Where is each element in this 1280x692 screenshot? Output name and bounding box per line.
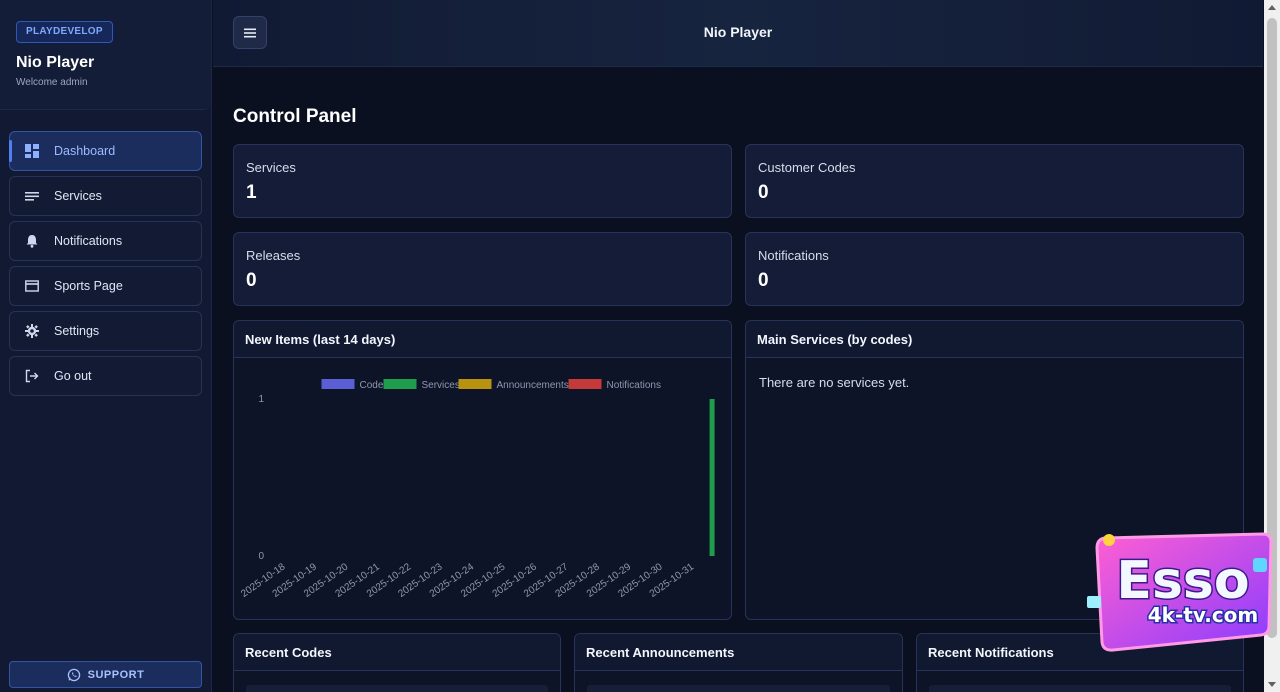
- legend-swatch: [321, 379, 355, 389]
- new-items-chart: Codes Services Announcements Notifications 0…: [239, 379, 715, 600]
- sidebar-item-services[interactable]: Services: [9, 176, 202, 216]
- sidebar-item-label: Settings: [54, 324, 100, 338]
- legend-swatch: [458, 379, 492, 389]
- sidebar-item-label: Sports Page: [54, 279, 123, 293]
- stat-card-services: Services 1: [233, 144, 732, 218]
- recent-codes-panel: Recent Codes: [233, 633, 561, 692]
- recent-announcements-panel: Recent Announcements: [574, 633, 903, 692]
- card-icon: [24, 278, 40, 294]
- stat-value: 0: [246, 270, 257, 291]
- stat-label: Services: [246, 160, 296, 175]
- scrollbar[interactable]: [1264, 0, 1280, 692]
- stat-label: Notifications: [758, 248, 829, 263]
- sidebar-item-dashboard[interactable]: Dashboard: [9, 131, 202, 171]
- panel-title: Main Services (by codes): [746, 321, 1243, 358]
- dashboard-icon: [24, 143, 40, 159]
- scroll-thumb[interactable]: [1267, 18, 1277, 638]
- support-button[interactable]: SUPPORT: [9, 661, 202, 688]
- empty-state-text: There are no services yet.: [759, 375, 910, 390]
- welcome-text: Welcome admin: [16, 77, 88, 88]
- stat-card-customer-codes: Customer Codes 0: [745, 144, 1244, 218]
- logout-icon: [24, 368, 40, 384]
- table-placeholder: [929, 685, 1231, 692]
- hamburger-icon: [244, 28, 256, 37]
- stat-card-notifications: Notifications 0: [745, 232, 1244, 306]
- sidebar-item-sports-page[interactable]: Sports Page: [9, 266, 202, 306]
- legend-swatch: [568, 379, 602, 389]
- stat-value: 0: [758, 182, 769, 203]
- gear-icon: [24, 323, 40, 339]
- watermark-brand: Esso: [1116, 551, 1249, 611]
- sidebar-item-label: Notifications: [54, 234, 123, 248]
- stat-value: 0: [758, 270, 769, 291]
- brand-title: Nio Player: [16, 54, 95, 71]
- bell-icon: [24, 233, 40, 249]
- chart-bar: [709, 399, 715, 556]
- legend-label: Services: [422, 380, 460, 391]
- table-placeholder: [246, 685, 548, 692]
- brand-badge: PLAYDEVELOP: [16, 21, 113, 43]
- panel-title: Recent Notifications: [917, 634, 1243, 671]
- legend-label: Codes: [360, 380, 389, 391]
- table-placeholder: [587, 685, 890, 692]
- sidebar-item-notifications[interactable]: Notifications: [9, 221, 202, 261]
- sidebar: PLAYDEVELOP Nio Player Welcome admin Das…: [0, 0, 212, 692]
- top-bar: Nio Player: [213, 0, 1263, 67]
- page-title: Control Panel: [233, 106, 357, 127]
- panel-title: Recent Codes: [234, 634, 560, 671]
- sidebar-item-go-out[interactable]: Go out: [9, 356, 202, 396]
- panel-title: New Items (last 14 days): [234, 321, 731, 358]
- scroll-down-icon[interactable]: [1268, 682, 1276, 687]
- watermark-site: 4k-tv.com: [1148, 603, 1259, 627]
- sidebar-item-label: Services: [54, 189, 102, 203]
- stat-value: 1: [246, 182, 257, 203]
- whatsapp-icon: [67, 668, 80, 681]
- esso-watermark-logo: Esso 4k-tv.com: [1087, 532, 1273, 652]
- stat-label: Customer Codes: [758, 160, 856, 175]
- sidebar-nav: Dashboard Services Notifications Sports …: [9, 131, 202, 401]
- recent-notifications-panel: Recent Notifications: [916, 633, 1244, 692]
- scroll-up-icon[interactable]: [1268, 5, 1276, 10]
- stat-card-releases: Releases 0: [233, 232, 732, 306]
- menu-toggle-button[interactable]: [233, 16, 267, 49]
- legend-label: Notifications: [607, 380, 661, 391]
- legend-swatch: [383, 379, 417, 389]
- legend-label: Announcements: [497, 380, 569, 391]
- new-items-chart-panel: New Items (last 14 days) Codes Services An…: [233, 320, 732, 620]
- support-label: SUPPORT: [87, 668, 145, 681]
- stat-label: Releases: [246, 248, 301, 263]
- panel-title: Recent Announcements: [575, 634, 902, 671]
- y-tick-label: 0: [258, 551, 264, 562]
- sidebar-item-label: Go out: [54, 369, 92, 383]
- sidebar-item-label: Dashboard: [54, 144, 116, 158]
- brand-card: PLAYDEVELOP Nio Player Welcome admin: [0, 0, 211, 110]
- y-tick-label: 1: [258, 394, 264, 405]
- sidebar-item-settings[interactable]: Settings: [9, 311, 202, 351]
- app-title: Nio Player: [703, 24, 773, 40]
- list-icon: [24, 188, 40, 204]
